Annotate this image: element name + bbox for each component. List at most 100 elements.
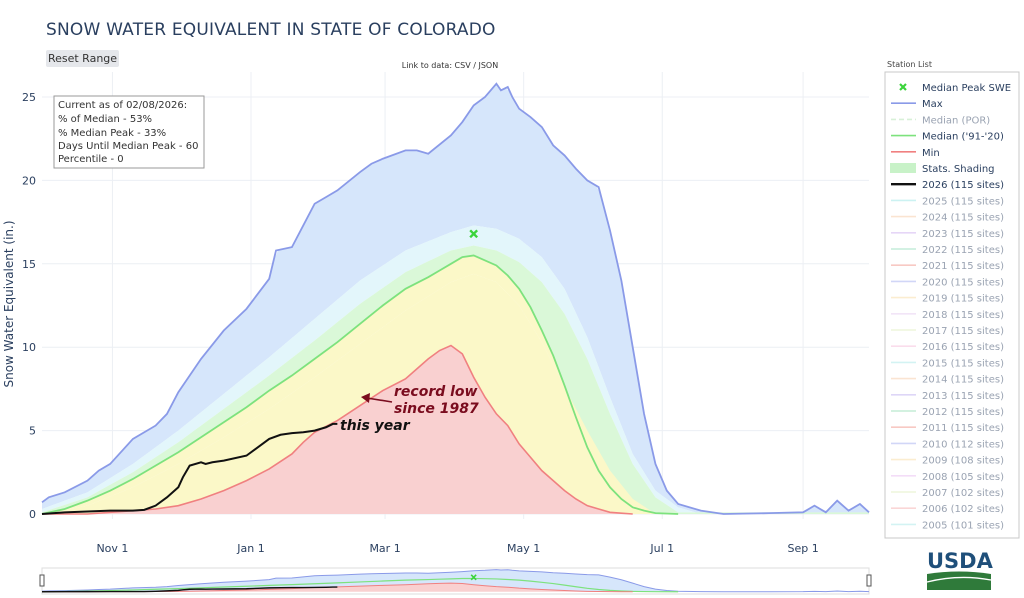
legend-label: 2007 (102 sites) (922, 488, 1004, 499)
record-low-arrow (366, 397, 393, 403)
x-tick-label: Jan 1 (236, 542, 264, 555)
legend-label: 2009 (108 sites) (922, 456, 1004, 467)
legend-label: 2025 (115 sites) (922, 196, 1004, 207)
legend-label: 2018 (115 sites) (922, 310, 1004, 321)
median-band (42, 255, 869, 514)
legend-label: 2023 (115 sites) (922, 229, 1004, 240)
legend-item[interactable]: 2011 (115 sites) (891, 423, 1004, 434)
info-line-5: Percentile - 0 (58, 154, 124, 165)
legend-item[interactable]: 2019 (115 sites) (891, 294, 1004, 305)
legend-label: 2010 (112 sites) (922, 439, 1004, 450)
x-tick-label: Mar 1 (369, 542, 400, 555)
legend-item[interactable]: 2014 (115 sites) (891, 375, 1004, 386)
legend-label: 2015 (115 sites) (922, 358, 1004, 369)
legend-label: 2013 (115 sites) (922, 391, 1004, 402)
legend-label: Stats. Shading (922, 164, 995, 175)
legend-label: Max (922, 99, 943, 110)
y-tick-label: 25 (22, 91, 36, 104)
legend-label: 2021 (115 sites) (922, 261, 1004, 272)
legend-item[interactable]: 2023 (115 sites) (891, 229, 1004, 240)
legend-label: 2014 (115 sites) (922, 375, 1004, 386)
legend-label: 2022 (115 sites) (922, 245, 1004, 256)
legend[interactable]: Median Peak SWE Max Median (POR) Median ('9… (884, 71, 1020, 539)
usda-logo-stripe (926, 576, 992, 583)
slider-min-band (42, 583, 869, 592)
legend-label: 2017 (115 sites) (922, 326, 1004, 337)
min-line (42, 344, 633, 515)
y-tick-label: 20 (22, 174, 36, 187)
current-year-line (41, 422, 338, 515)
legend-item[interactable]: Stats. Shading (890, 163, 995, 175)
legend-label: 2026 (115 sites) (922, 180, 1004, 191)
legend-item[interactable]: 2024 (115 sites) (891, 213, 1004, 224)
axes: 0 5 10 15 20 25 Nov 1 Jan 1 Mar 1 May 1 Jul 1 Sep 1 (22, 91, 819, 555)
record-low-text-1: record low (394, 384, 478, 400)
slider-min-line (42, 582, 633, 593)
legend-item[interactable]: 2020 (115 sites) (891, 277, 1004, 288)
slider-median-line (41, 577, 679, 593)
legend-label: 2012 (115 sites) (922, 407, 1004, 418)
legend-item[interactable]: Max (891, 99, 943, 110)
legend-item[interactable]: Median (POR) (891, 115, 990, 126)
y-tick-label: 10 (22, 341, 36, 354)
legend-item[interactable]: Min (891, 148, 940, 159)
data-link[interactable]: Link to data: CSV / JSON (401, 61, 499, 70)
legend-label: 2024 (115 sites) (922, 213, 1004, 224)
legend-item[interactable]: 2015 (115 sites) (891, 358, 1004, 369)
x-tick-label: Jul 1 (649, 542, 674, 555)
usda-logo-text: USDA (927, 549, 993, 573)
legend-item[interactable]: 2006 (102 sites) (891, 504, 1004, 515)
slider-max-line (41, 569, 870, 593)
this-year-label: this year (340, 418, 411, 434)
max-line (41, 82, 870, 515)
usda-logo-art: USDA (926, 549, 994, 590)
legend-item[interactable]: 2025 (115 sites) (891, 196, 1004, 207)
y-tick-label: 0 (29, 508, 36, 521)
x-tick-label: Nov 1 (96, 542, 128, 555)
info-line-1: Current as of 02/08/2026: (58, 100, 187, 111)
legend-label: 2008 (105 sites) (922, 472, 1004, 483)
median-line (41, 254, 679, 515)
legend-label: 2005 (101 sites) (922, 520, 1004, 531)
legend-label: 2020 (115 sites) (922, 277, 1004, 288)
min-band (42, 345, 869, 514)
x-tick-label: May 1 (507, 542, 540, 555)
range-slider-left-handle[interactable] (39, 574, 45, 587)
legend-item[interactable]: 2005 (101 sites) (891, 520, 1004, 531)
legend-item[interactable]: 2018 (115 sites) (891, 310, 1004, 321)
legend-item[interactable]: Median ('91-'20) (891, 132, 1004, 143)
usda-logo-hills (927, 571, 991, 590)
range-slider-right-handle[interactable] (866, 574, 872, 587)
info-line-4: Days Until Median Peak - 60 (58, 141, 198, 152)
usda-logo: USDA (925, 547, 994, 591)
range-slider[interactable] (39, 567, 872, 595)
legend-label: 2016 (115 sites) (922, 342, 1004, 353)
legend-item[interactable]: 2021 (115 sites) (891, 261, 1004, 272)
legend-swatch (899, 83, 907, 91)
legend-item[interactable]: 2007 (102 sites) (891, 488, 1004, 499)
series-lines (41, 82, 870, 515)
legend-item[interactable]: 2016 (115 sites) (891, 342, 1004, 353)
record-low-text-2: since 1987 (394, 401, 479, 417)
info-box: Current as of 02/08/2026: % of Median - … (53, 95, 205, 169)
legend-item[interactable]: Median Peak SWE (899, 83, 1011, 94)
chart-title: SNOW WATER EQUIVALENT IN STATE OF COLORA… (46, 20, 496, 40)
y-axis-title: Snow Water Equivalent (in.) (2, 220, 16, 387)
legend-item[interactable]: 2013 (115 sites) (891, 391, 1004, 402)
legend-label: Median Peak SWE (922, 83, 1011, 94)
legend-label: 2019 (115 sites) (922, 294, 1004, 305)
legend-item[interactable]: 2022 (115 sites) (891, 245, 1004, 256)
legend-item[interactable]: 2026 (115 sites) (891, 180, 1004, 191)
legend-label: 2006 (102 sites) (922, 504, 1004, 515)
legend-label: Median ('91-'20) (922, 132, 1004, 143)
legend-item[interactable]: 2012 (115 sites) (891, 407, 1004, 418)
slider-current-line (41, 586, 338, 593)
legend-item[interactable]: 2010 (112 sites) (891, 439, 1004, 450)
record-low-arrowhead (361, 393, 370, 403)
legend-item[interactable]: 2008 (105 sites) (891, 472, 1004, 483)
legend-item[interactable]: 2017 (115 sites) (891, 326, 1004, 337)
legend-item[interactable]: 2009 (108 sites) (891, 456, 1004, 467)
max-band (42, 83, 869, 514)
reset-range-button[interactable]: Reset Range (46, 50, 119, 67)
